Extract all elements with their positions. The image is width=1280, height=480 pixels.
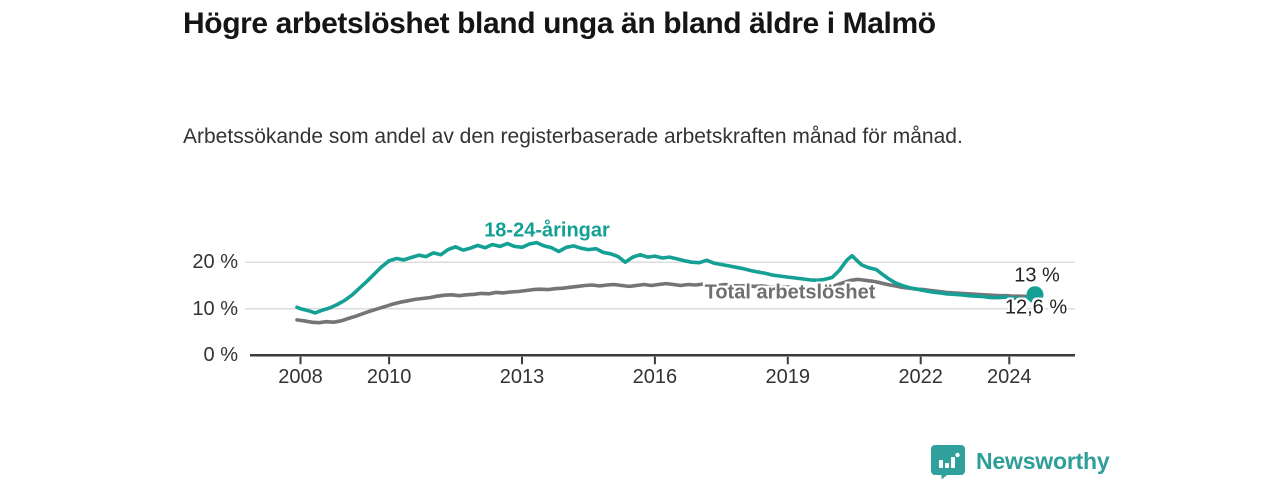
- x-tick-label: 2013: [499, 366, 545, 388]
- series-line-total: [295, 277, 1037, 325]
- end-value-label-young: 13 %: [1014, 264, 1060, 287]
- series-label-total: Total arbetslöshet: [704, 281, 876, 304]
- end-value-label-total: 12,6 %: [1004, 296, 1068, 319]
- y-tick-label: 20 %: [192, 251, 238, 274]
- newsworthy-logo-icon: [931, 445, 965, 479]
- x-tick-label: 2024: [987, 366, 1032, 388]
- x-tick-label: 2016: [632, 366, 678, 388]
- x-tick-label: 2022: [898, 366, 943, 388]
- x-tick-label: 2008: [278, 366, 323, 388]
- page-title: Högre arbetslöshet bland unga än bland ä…: [183, 7, 936, 40]
- y-tick-label: 10 %: [192, 297, 238, 320]
- x-tick-label: 2019: [765, 366, 811, 388]
- chart-subtitle: Arbetssökande som andel av den registerb…: [183, 125, 963, 148]
- x-tick-label: 2010: [366, 366, 412, 388]
- series-line-young: [295, 240, 1037, 315]
- series-label-young: 18-24-åringar: [484, 219, 610, 242]
- brand-name: Newsworthy: [976, 447, 1110, 474]
- newsworthy-brand: Newsworthy: [930, 443, 1110, 479]
- series-end-dot: [1026, 286, 1044, 304]
- y-tick-label: 0 %: [203, 344, 238, 367]
